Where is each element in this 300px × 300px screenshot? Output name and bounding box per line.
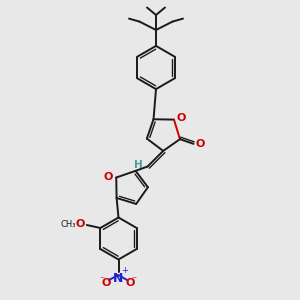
Text: H: H (134, 160, 143, 170)
Text: O: O (101, 278, 111, 288)
Text: ⁻: ⁻ (131, 275, 136, 286)
Text: O: O (176, 113, 186, 123)
Text: O: O (76, 219, 85, 230)
Text: N: N (113, 272, 124, 285)
Text: +: + (122, 266, 128, 275)
Text: ⁻: ⁻ (100, 275, 105, 286)
Text: O: O (195, 139, 204, 149)
Text: O: O (104, 172, 113, 182)
Text: CH₃: CH₃ (61, 220, 76, 229)
Text: O: O (125, 278, 135, 288)
